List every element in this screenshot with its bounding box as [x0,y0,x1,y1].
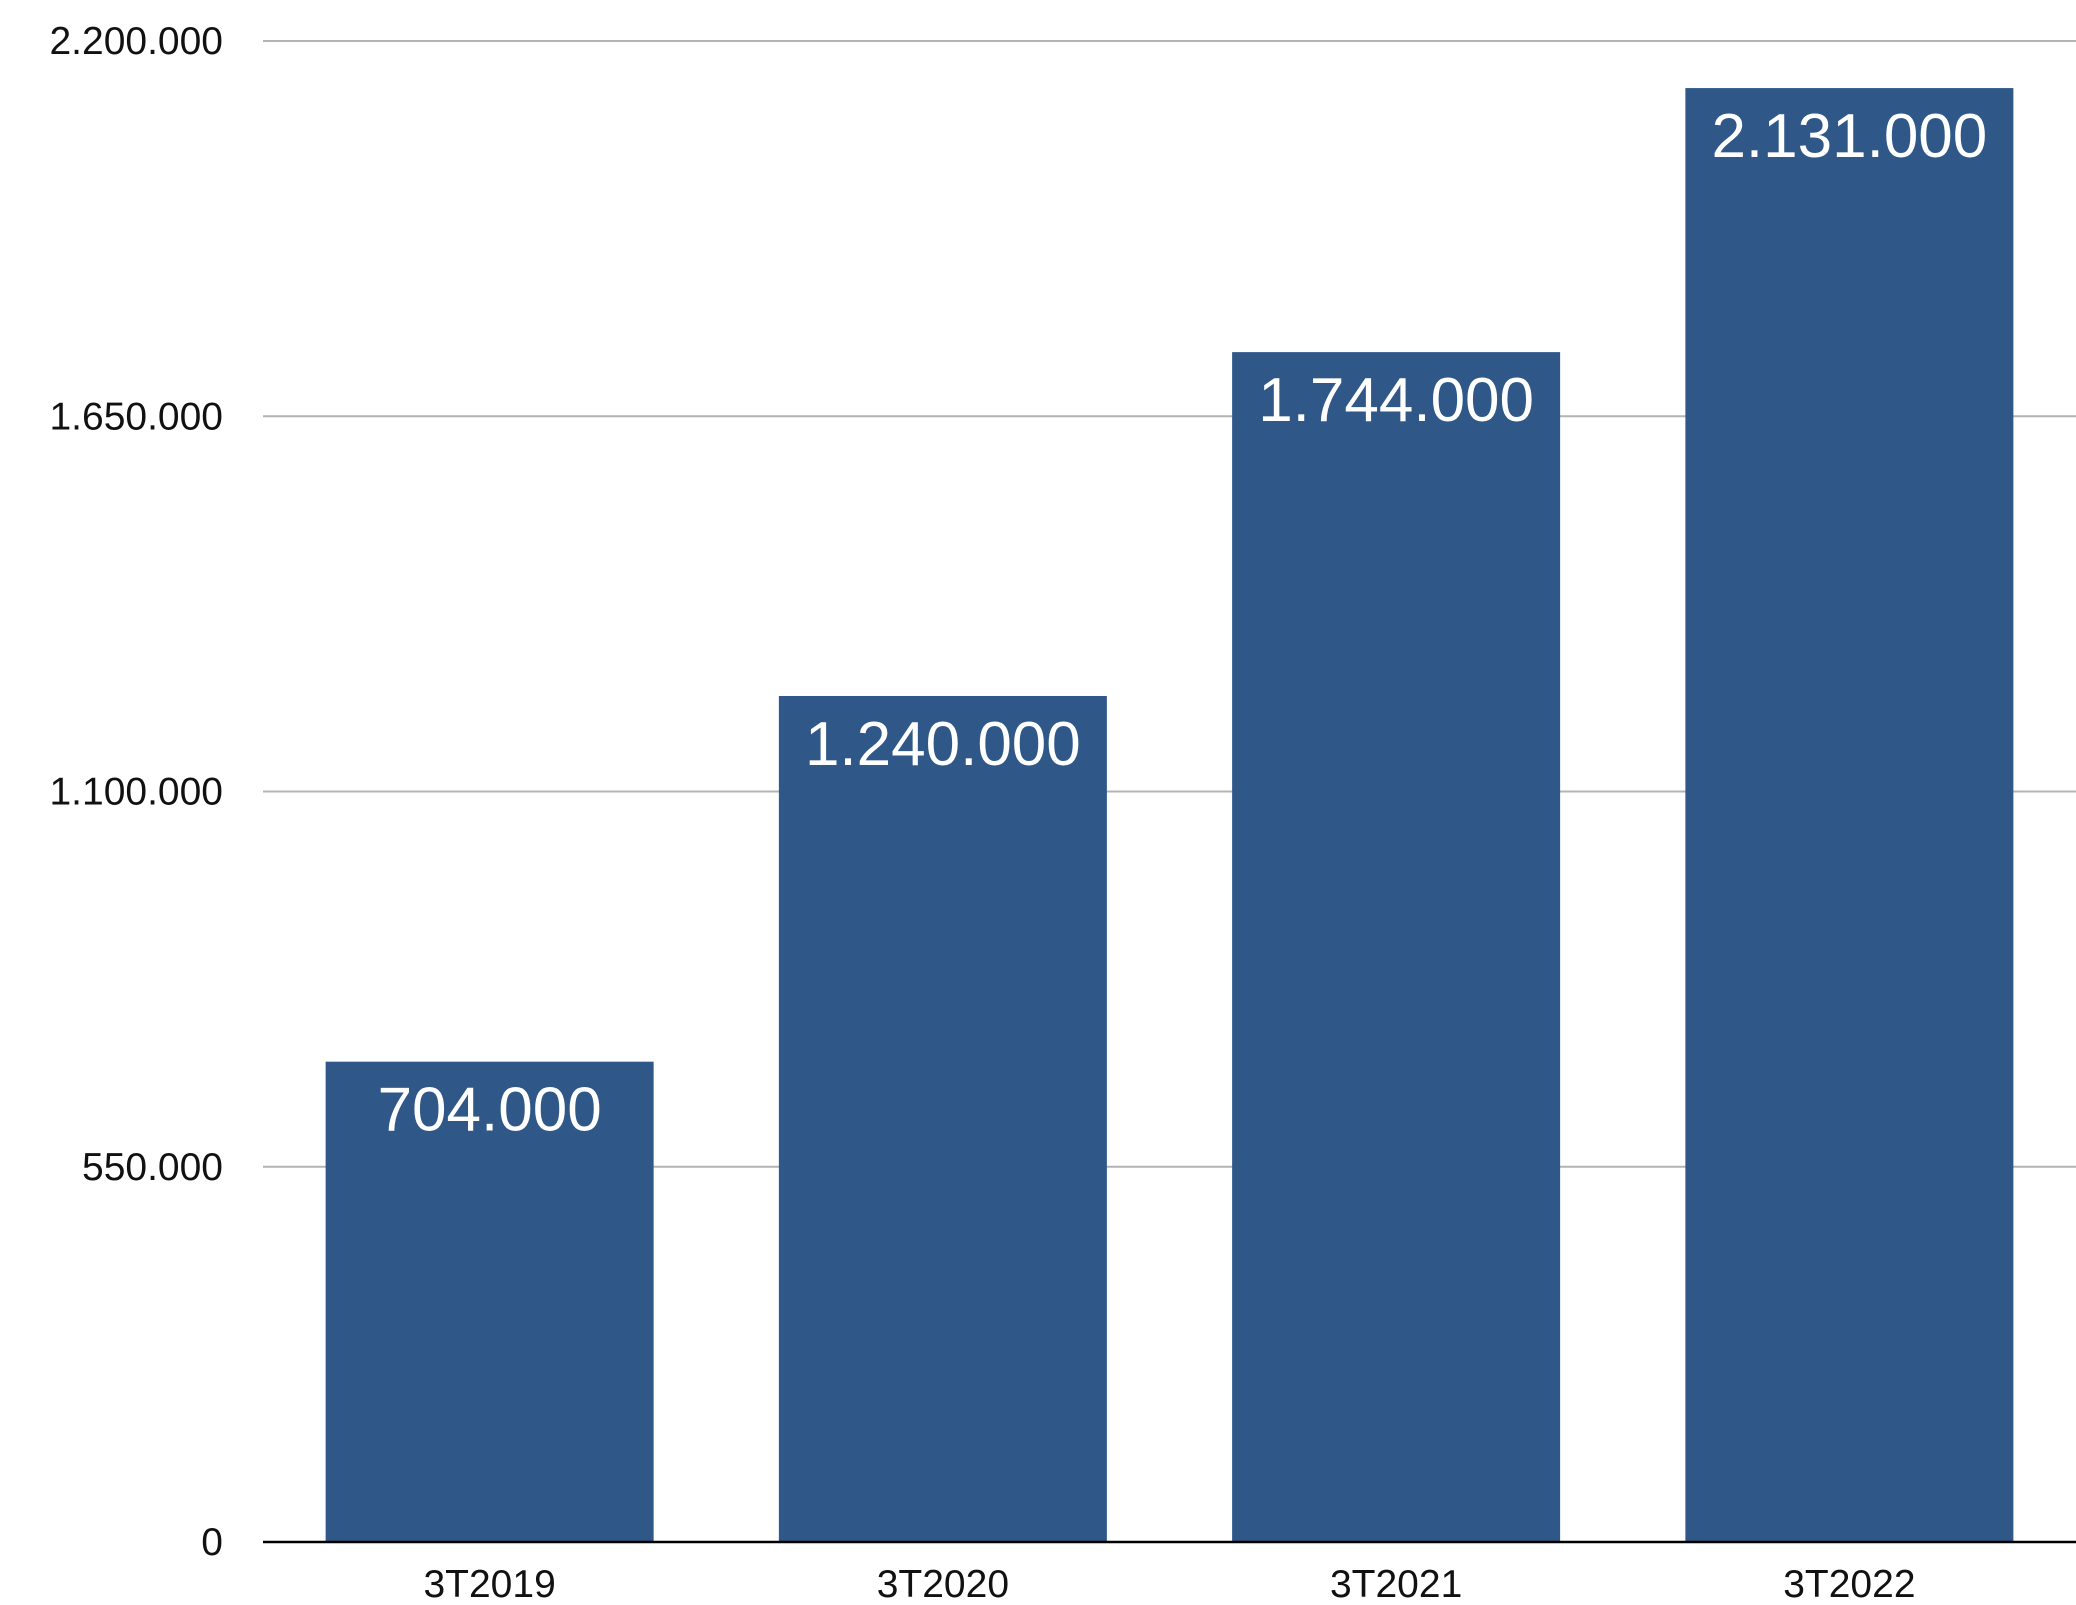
bar-3T2022 [1685,88,2014,1543]
y-tick-label: 2.200.000 [49,20,223,63]
data-labels: 704.000 1.240.000 1.744.000 2.131.000 [378,102,1988,1145]
y-tick-label: 550.000 [82,1146,223,1189]
x-category-label: 3T2021 [1330,1563,1462,1605]
bar-3T2020 [778,695,1107,1542]
y-axis-tick-labels: 0 550.000 1.100.000 1.650.000 2.200.000 [49,20,223,1564]
y-tick-label: 0 [201,1521,223,1564]
bar-3T2021 [1232,352,1561,1543]
bars [325,88,2014,1543]
x-axis-category-labels: 3T2019 3T2020 3T2021 3T2022 [423,1563,1915,1605]
x-category-label: 3T2019 [423,1563,555,1605]
data-label: 1.240.000 [805,710,1081,779]
x-category-label: 3T2020 [877,1563,1009,1605]
y-tick-label: 1.100.000 [49,771,223,814]
bar-3T2019 [325,1061,654,1542]
data-label: 2.131.000 [1711,102,1987,171]
y-tick-label: 1.650.000 [49,395,223,438]
x-category-label: 3T2022 [1783,1563,1915,1605]
data-label: 704.000 [378,1076,602,1145]
data-label: 1.744.000 [1258,366,1534,435]
